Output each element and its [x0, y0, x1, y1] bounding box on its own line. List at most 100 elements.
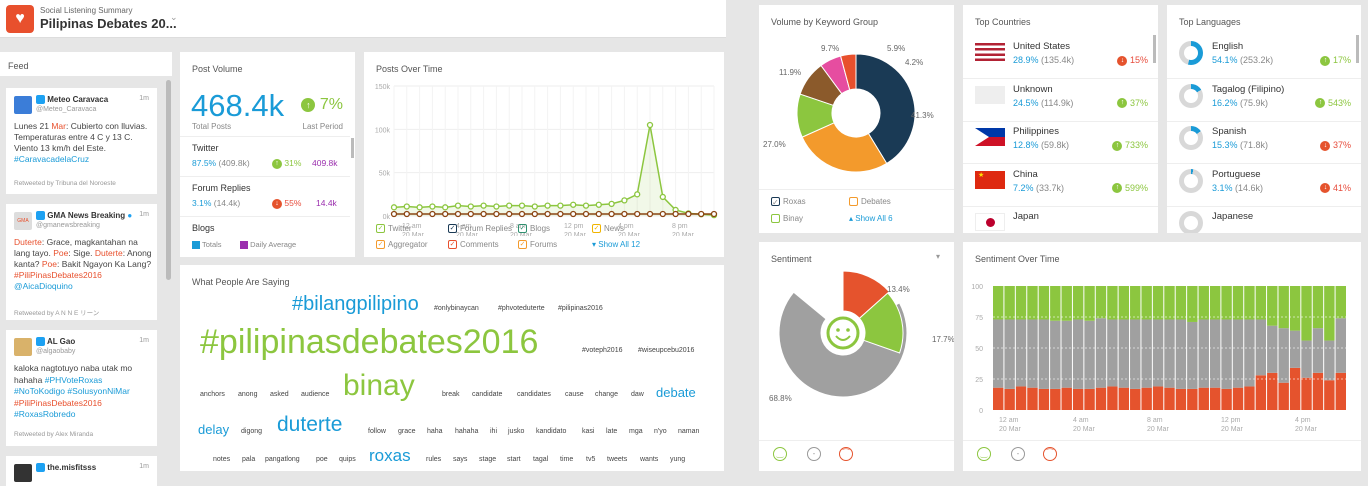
cloud-word[interactable]: tweets [607, 456, 628, 463]
sentiment-pie-chart[interactable]: 68.8% 13.4% 17.7% [759, 268, 954, 438]
legend-item-comments[interactable]: ✓ Comments [448, 240, 499, 250]
country-row[interactable]: ★ China 7.2% (33.7k) ↑ 599% [963, 165, 1158, 207]
cloud-word[interactable]: digong [241, 428, 263, 435]
checkbox[interactable]: ✓ [448, 224, 457, 234]
cloud-word[interactable]: grace [398, 428, 416, 435]
cloud-word[interactable]: jusko [508, 428, 525, 435]
cloud-word[interactable]: kasi [582, 428, 595, 435]
language-row[interactable]: Portuguese 3.1% (14.6k) ↓ 41% [1167, 165, 1361, 207]
cloud-word[interactable]: hahaha [455, 428, 479, 435]
cloud-word[interactable]: late [606, 428, 618, 435]
checkbox[interactable]: ✓ [592, 224, 601, 234]
cloud-word[interactable]: break [442, 391, 460, 398]
language-row[interactable]: Spanish 15.3% (71.8k) ↓ 37% [1167, 122, 1361, 164]
checkbox[interactable]: ✓ [376, 224, 385, 234]
legend-item-news[interactable]: ✓ News [592, 224, 624, 234]
checkbox[interactable]: ✓ [376, 240, 385, 250]
cloud-word[interactable]: #voteph2016 [582, 347, 623, 354]
card-scrollbar[interactable] [351, 138, 354, 158]
negative-face-icon[interactable]: ⁀ [839, 447, 853, 461]
cloud-word[interactable]: says [453, 456, 468, 463]
chevron-down-icon[interactable]: ▾ [935, 252, 940, 261]
feed-item[interactable]: GMA GMA News Breaking ● @gmanewsbreaking… [6, 204, 157, 320]
cloud-word[interactable]: ihi [490, 428, 498, 435]
cloud-word[interactable]: audience [301, 391, 330, 398]
cloud-word[interactable]: tv5 [586, 456, 596, 463]
sentiment-over-time-chart[interactable]: 100 75 50 25 0 12 am 20 Mar 4 am 20 Mar 8 am 20 Ma… [963, 274, 1361, 444]
cloud-word[interactable]: kandidato [536, 428, 567, 435]
cloud-word[interactable]: binay [343, 369, 415, 402]
cloud-word[interactable]: duterte [277, 413, 343, 436]
neutral-face-icon[interactable]: - [1011, 447, 1025, 461]
cloud-word[interactable]: candidate [472, 391, 503, 398]
feed-author[interactable]: the.misfitsss [47, 463, 97, 472]
country-row[interactable]: Japan [963, 207, 1158, 233]
cloud-word[interactable]: rules [426, 456, 442, 463]
cloud-word[interactable]: asked [270, 391, 289, 398]
feed-item[interactable]: AL Gao @algaobaby 1m kaloka nagtotuyo na… [6, 330, 157, 446]
cloud-word[interactable]: follow [368, 428, 386, 435]
cloud-word[interactable]: yung [670, 456, 686, 463]
feed-author[interactable]: GMA News Breaking [47, 211, 126, 220]
cloud-word[interactable]: notes [213, 456, 231, 463]
language-row[interactable]: Japanese [1167, 207, 1361, 233]
cloud-word[interactable]: change [595, 391, 618, 398]
keyword-donut-chart[interactable]: 41.3% 27.0% 11.9% 9.7% 5.9%4.2% [759, 33, 954, 193]
cloud-word[interactable]: #onlybinaycan [434, 305, 479, 312]
feed-scrollbar[interactable] [166, 80, 171, 280]
cloud-word[interactable]: mga [629, 428, 643, 435]
cloud-word[interactable]: pangatlong [265, 456, 300, 463]
feed-author[interactable]: AL Gao [46, 337, 76, 346]
card-scrollbar[interactable] [1153, 35, 1156, 63]
feed-item[interactable]: the.misfitsss 1m [6, 456, 157, 486]
checkbox[interactable]: ✓ [518, 224, 527, 234]
cloud-word[interactable]: #wiseupcebu2016 [638, 347, 695, 354]
cloud-word[interactable]: anchors [200, 391, 225, 398]
legend-item-aggregator[interactable]: ✓ Aggregator [376, 240, 428, 250]
cloud-word[interactable]: start [507, 456, 521, 463]
cloud-word[interactable]: wants [640, 456, 659, 463]
cloud-word[interactable]: anong [238, 391, 258, 398]
legend-item-forums[interactable]: ✓ Forums [518, 240, 557, 250]
positive-face-icon[interactable]: ‿ [773, 447, 787, 461]
cloud-word[interactable]: quips [339, 456, 356, 463]
country-row[interactable]: Philippines 12.8% (59.8k) ↑ 733% [963, 122, 1158, 164]
checkbox-roxas[interactable]: ✓ [771, 197, 780, 208]
checkbox[interactable]: ✓ [518, 240, 527, 250]
cloud-word[interactable]: #pilipinas2016 [558, 305, 603, 312]
legend-item-blogs[interactable]: ✓ Blogs [518, 224, 550, 234]
cloud-word[interactable]: #pilipinasdebates2016 [200, 323, 539, 361]
show-all-link[interactable]: ▴ Show All 6 [849, 214, 893, 223]
show-all-link[interactable]: ▾ Show All 12 [592, 240, 640, 249]
cloud-word[interactable]: roxas [369, 446, 411, 465]
cloud-word[interactable]: cause [565, 391, 584, 398]
cloud-word[interactable]: delay [198, 422, 230, 437]
checkbox[interactable]: ✓ [448, 240, 457, 250]
posts-over-time-chart[interactable]: 150k 100k 50k 0k 12 am 20 Mar 4 am 20 Mar 8 am 20… [364, 76, 724, 236]
legend-item-twitter[interactable]: ✓ Twitter [376, 224, 412, 234]
cloud-word[interactable]: naman [678, 428, 700, 435]
cloud-word[interactable]: pala [242, 456, 256, 463]
neutral-face-icon[interactable]: - [807, 447, 821, 461]
cloud-word[interactable]: #phvoteduterte [498, 305, 545, 312]
feed-item[interactable]: Meteo Caravaca @Meteo_Caravaca 1m Lunes … [6, 88, 157, 194]
cloud-word[interactable]: candidates [517, 391, 551, 398]
cloud-word[interactable]: tagal [533, 456, 549, 463]
chevron-down-icon[interactable]: ⌄ [170, 12, 178, 22]
country-row[interactable]: United States 28.9% (135.4k) ↓ 15% [963, 37, 1158, 79]
checkbox-debates[interactable] [849, 197, 858, 207]
cloud-word[interactable]: daw [631, 391, 644, 398]
card-scrollbar[interactable] [1356, 35, 1359, 63]
cloud-word[interactable]: poe [316, 456, 328, 463]
language-row[interactable]: Tagalog (Filipino) 16.2% (75.9k) ↑ 543% [1167, 80, 1361, 122]
cloud-word[interactable]: time [560, 456, 574, 463]
country-row[interactable]: Unknown 24.5% (114.9k) ↑ 37% [963, 80, 1158, 122]
language-row[interactable]: English 54.1% (253.2k) ↑ 17% [1167, 37, 1361, 79]
negative-face-icon[interactable]: ⁀ [1043, 447, 1057, 461]
cloud-word[interactable]: haha [427, 428, 443, 435]
positive-face-icon[interactable]: ‿ [977, 447, 991, 461]
cloud-word[interactable]: debate [656, 385, 696, 400]
cloud-word[interactable]: n'yo [654, 428, 667, 435]
checkbox-binay[interactable] [771, 214, 780, 224]
cloud-word[interactable]: stage [479, 456, 497, 463]
